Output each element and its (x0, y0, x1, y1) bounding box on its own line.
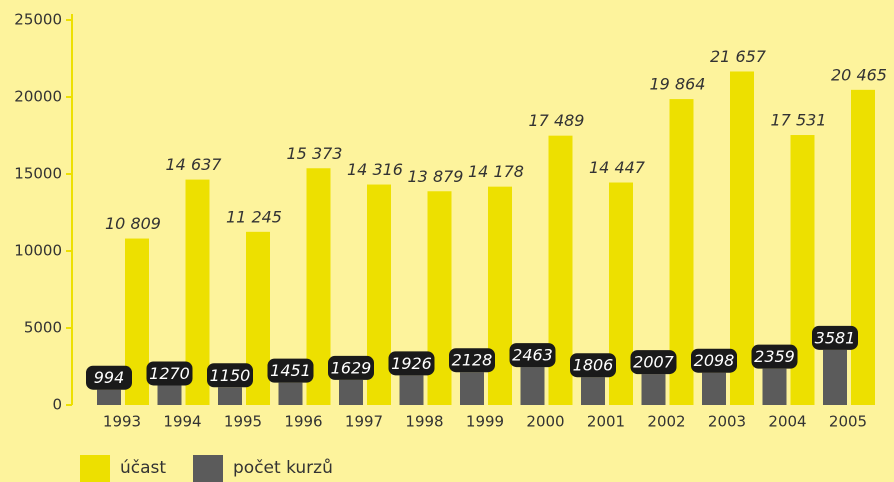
x-tick-label: 2005 (829, 413, 867, 431)
value-label: 17 489 (529, 111, 585, 130)
value-label: 14 316 (347, 160, 403, 179)
value-label: 14 637 (166, 155, 223, 174)
bar (97, 389, 121, 405)
legend-swatch (193, 455, 223, 482)
legend-swatch (80, 455, 110, 482)
legend-label: počet kurzů (233, 458, 333, 478)
value-label: 994 (94, 368, 125, 387)
x-tick-label: 2000 (526, 413, 564, 431)
value-label: 1629 (331, 358, 372, 377)
bar (851, 89, 875, 406)
x-tick-label: 1994 (163, 413, 201, 431)
legend-label: účast (120, 458, 166, 478)
value-label-box (207, 363, 253, 388)
value-label: 2007 (633, 353, 675, 372)
value-label: 2098 (694, 351, 735, 370)
y-tick-label: 25000 (14, 11, 62, 29)
x-tick-label: 2002 (647, 413, 685, 431)
bar (581, 377, 605, 405)
y-tick-label: 10000 (14, 242, 62, 260)
value-label: 11 245 (226, 207, 282, 226)
value-label-box (509, 343, 556, 368)
value-label: 2359 (754, 347, 795, 366)
value-label: 20 465 (831, 65, 887, 84)
value-label: 1806 (573, 356, 614, 375)
bar (460, 372, 484, 405)
x-tick-label: 2001 (587, 413, 625, 431)
value-label-box (146, 361, 193, 386)
value-label-box (630, 350, 677, 375)
value-label: 1150 (210, 366, 251, 385)
x-tick-label: 2004 (768, 413, 806, 431)
value-label: 10 809 (105, 214, 161, 233)
bar (157, 385, 182, 405)
value-label: 14 447 (589, 158, 646, 177)
value-label-box (691, 348, 737, 373)
bar (278, 382, 303, 405)
bar (702, 372, 726, 405)
x-tick-label: 1998 (405, 413, 443, 431)
bar (218, 387, 242, 405)
bar (762, 368, 787, 405)
value-label: 2128 (452, 351, 493, 370)
value-label: 21 657 (710, 47, 767, 66)
value-label-box (328, 355, 374, 380)
value-label: 1926 (391, 354, 432, 373)
value-label-box (267, 358, 314, 383)
x-tick-label: 1996 (284, 413, 322, 431)
value-label-box (388, 351, 435, 376)
value-label-box (570, 353, 616, 378)
bar (641, 374, 666, 405)
y-tick-label: 20000 (14, 88, 62, 106)
value-label: 1451 (270, 361, 311, 380)
x-tick-label: 1999 (466, 413, 504, 431)
bar (823, 349, 847, 405)
value-label: 15 373 (287, 144, 343, 163)
bar (339, 379, 363, 405)
bar (520, 367, 545, 405)
value-label-box (86, 365, 132, 390)
value-label: 3581 (815, 328, 856, 347)
value-label: 13 879 (408, 167, 464, 186)
value-label: 17 531 (771, 111, 827, 130)
y-tick-label: 5000 (24, 319, 62, 337)
x-tick-label: 1997 (345, 413, 383, 431)
bar (399, 375, 424, 405)
value-label: 2463 (512, 346, 553, 365)
y-tick-label: 15000 (14, 165, 62, 183)
value-label: 1270 (149, 364, 190, 383)
value-label-box (751, 344, 798, 369)
value-label-box (812, 325, 858, 350)
x-tick-label: 1993 (103, 413, 141, 431)
value-label-box (449, 348, 495, 373)
y-tick-label: 0 (52, 396, 62, 414)
x-tick-label: 1995 (224, 413, 262, 431)
bar (730, 71, 754, 405)
x-tick-label: 2003 (708, 413, 746, 431)
value-label: 14 178 (468, 162, 524, 181)
bar (488, 186, 512, 405)
value-label: 19 864 (650, 75, 706, 94)
